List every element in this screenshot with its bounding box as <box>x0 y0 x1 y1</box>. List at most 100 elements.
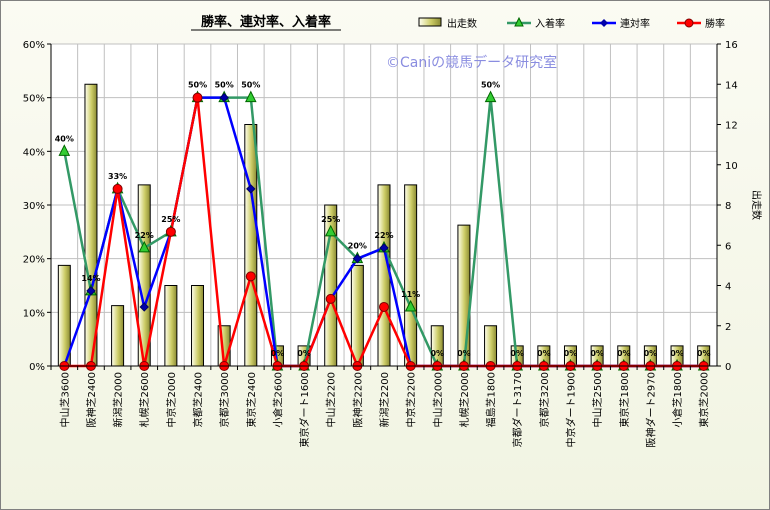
x-tick-label: 東京芝2000 <box>698 372 711 427</box>
marker <box>165 226 176 237</box>
bar <box>350 264 364 367</box>
x-tick-label: 東京芝2400 <box>245 372 258 427</box>
marker <box>112 183 123 194</box>
x-tick-label: 阪神芝2200 <box>351 372 364 427</box>
x-tick-label: 中山芝2000 <box>431 372 444 427</box>
data-label: 40% <box>55 134 74 143</box>
bar <box>484 325 498 367</box>
y2-tick-label: 8 <box>725 201 731 212</box>
marker <box>379 301 389 312</box>
data-label: 0% <box>297 349 311 358</box>
data-label: 20% <box>348 242 367 251</box>
y-tick-label: 60% <box>23 40 45 51</box>
data-label: 25% <box>161 215 180 224</box>
y-tick-label: 0% <box>29 362 45 373</box>
bar <box>111 305 125 367</box>
legend-label: 勝率 <box>705 17 725 30</box>
data-label: 14% <box>81 274 100 283</box>
data-label: 33% <box>108 172 127 181</box>
data-label: 0% <box>564 349 578 358</box>
x-tick-label: 福島芝1800 <box>485 372 498 427</box>
x-tick-label: 京都芝3000 <box>218 372 231 427</box>
data-label: 50% <box>215 81 234 90</box>
marker <box>246 184 256 194</box>
y-axis-right: 0 2 4 6 8 10 12 14 16 <box>716 40 738 373</box>
chart-title: 勝率、連対率、入着率 <box>201 14 331 30</box>
x-tick-label: 京都芝3200 <box>538 372 551 427</box>
x-tick-label: 中山芝2200 <box>325 372 338 427</box>
y2-tick-label: 16 <box>725 40 738 51</box>
data-label: 22% <box>135 231 154 240</box>
marker <box>484 90 497 103</box>
x-tick-label: 新潟芝2000 <box>112 372 125 427</box>
x-tick-label: 中山芝3600 <box>58 372 71 427</box>
bar-series <box>57 83 711 367</box>
x-tick-label: 阪神ダート2970 <box>644 372 657 447</box>
data-label: 25% <box>321 215 340 224</box>
watermark-text: ©Caniの競馬データ研究室 <box>386 54 557 71</box>
y2-tick-label: 10 <box>725 161 738 172</box>
bar <box>457 224 471 367</box>
x-axis: 中山芝3600 阪神芝2400 新潟芝2000 札幌芝2600 中京芝2000 京都芝24… <box>50 365 717 447</box>
y-tick-label: 20% <box>23 255 45 266</box>
y2-tick-label: 4 <box>725 282 731 293</box>
marker <box>325 293 336 304</box>
x-tick-label: 東京芝1800 <box>618 372 631 427</box>
bar <box>84 83 98 367</box>
x-tick-label: 小倉芝2600 <box>271 372 284 427</box>
x-tick-label: 新潟芝2200 <box>378 372 391 427</box>
data-label: 0% <box>644 349 658 358</box>
data-label: 0% <box>670 349 684 358</box>
data-label: 0% <box>617 349 631 358</box>
x-tick-label: 中京ダート1900 <box>564 372 577 447</box>
y-tick-label: 30% <box>23 201 45 212</box>
bar <box>164 285 178 367</box>
x-tick-label: 札幌芝2600 <box>138 372 151 427</box>
x-tick-label: 東京ダート1600 <box>298 372 311 447</box>
bar <box>191 285 205 367</box>
legend-item: 出走数 <box>418 17 477 30</box>
x-tick-label: 札幌芝2000 <box>458 372 471 427</box>
marker <box>138 240 151 253</box>
legend-label: 出走数 <box>447 17 477 30</box>
legend-item: 入着率 <box>507 16 565 30</box>
y2-tick-label: 6 <box>725 241 731 252</box>
y-tick-label: 40% <box>23 147 45 158</box>
bar <box>377 184 391 367</box>
data-labels: 40% 14% 33% 22% 25% 50% 50% 50% 0% 0% 25% 20% 22% 11%… <box>55 81 711 358</box>
y2-tick-label: 12 <box>725 121 738 132</box>
legend: 出走数 入着率 連対率 勝率 <box>418 16 725 30</box>
marker <box>324 224 337 237</box>
data-label: 11% <box>401 290 420 299</box>
x-tick-label: 中山芝2500 <box>591 372 604 427</box>
y2-axis-title: 出走数 <box>750 190 763 220</box>
data-label: 50% <box>188 81 207 90</box>
marker <box>244 90 257 103</box>
marker <box>404 299 417 312</box>
x-tick-label: 京都ダート3170 <box>511 372 524 447</box>
data-label: 22% <box>374 231 393 240</box>
legend-item: 連対率 <box>592 17 650 30</box>
data-label: 0% <box>510 349 524 358</box>
y2-tick-label: 2 <box>725 322 731 333</box>
marker <box>192 92 203 103</box>
x-tick-label: 京都芝2400 <box>192 372 205 427</box>
marker <box>219 92 229 103</box>
marker <box>58 144 71 156</box>
data-label: 0% <box>271 349 285 358</box>
marker <box>379 243 389 253</box>
data-label: 50% <box>481 81 500 90</box>
data-label: 50% <box>241 81 260 90</box>
marker <box>245 271 256 282</box>
x-tick-label: 中京芝2200 <box>405 372 418 427</box>
y-tick-label: 10% <box>23 308 45 319</box>
data-label: 0% <box>537 349 551 358</box>
x-tick-label: 中京芝2000 <box>165 372 178 427</box>
legend-label: 連対率 <box>620 17 650 30</box>
y2-tick-label: 0 <box>725 362 731 373</box>
data-label: 0% <box>697 349 711 358</box>
marker <box>352 253 363 264</box>
marker <box>139 302 149 312</box>
x-tick-label: 阪神芝2400 <box>85 372 98 427</box>
